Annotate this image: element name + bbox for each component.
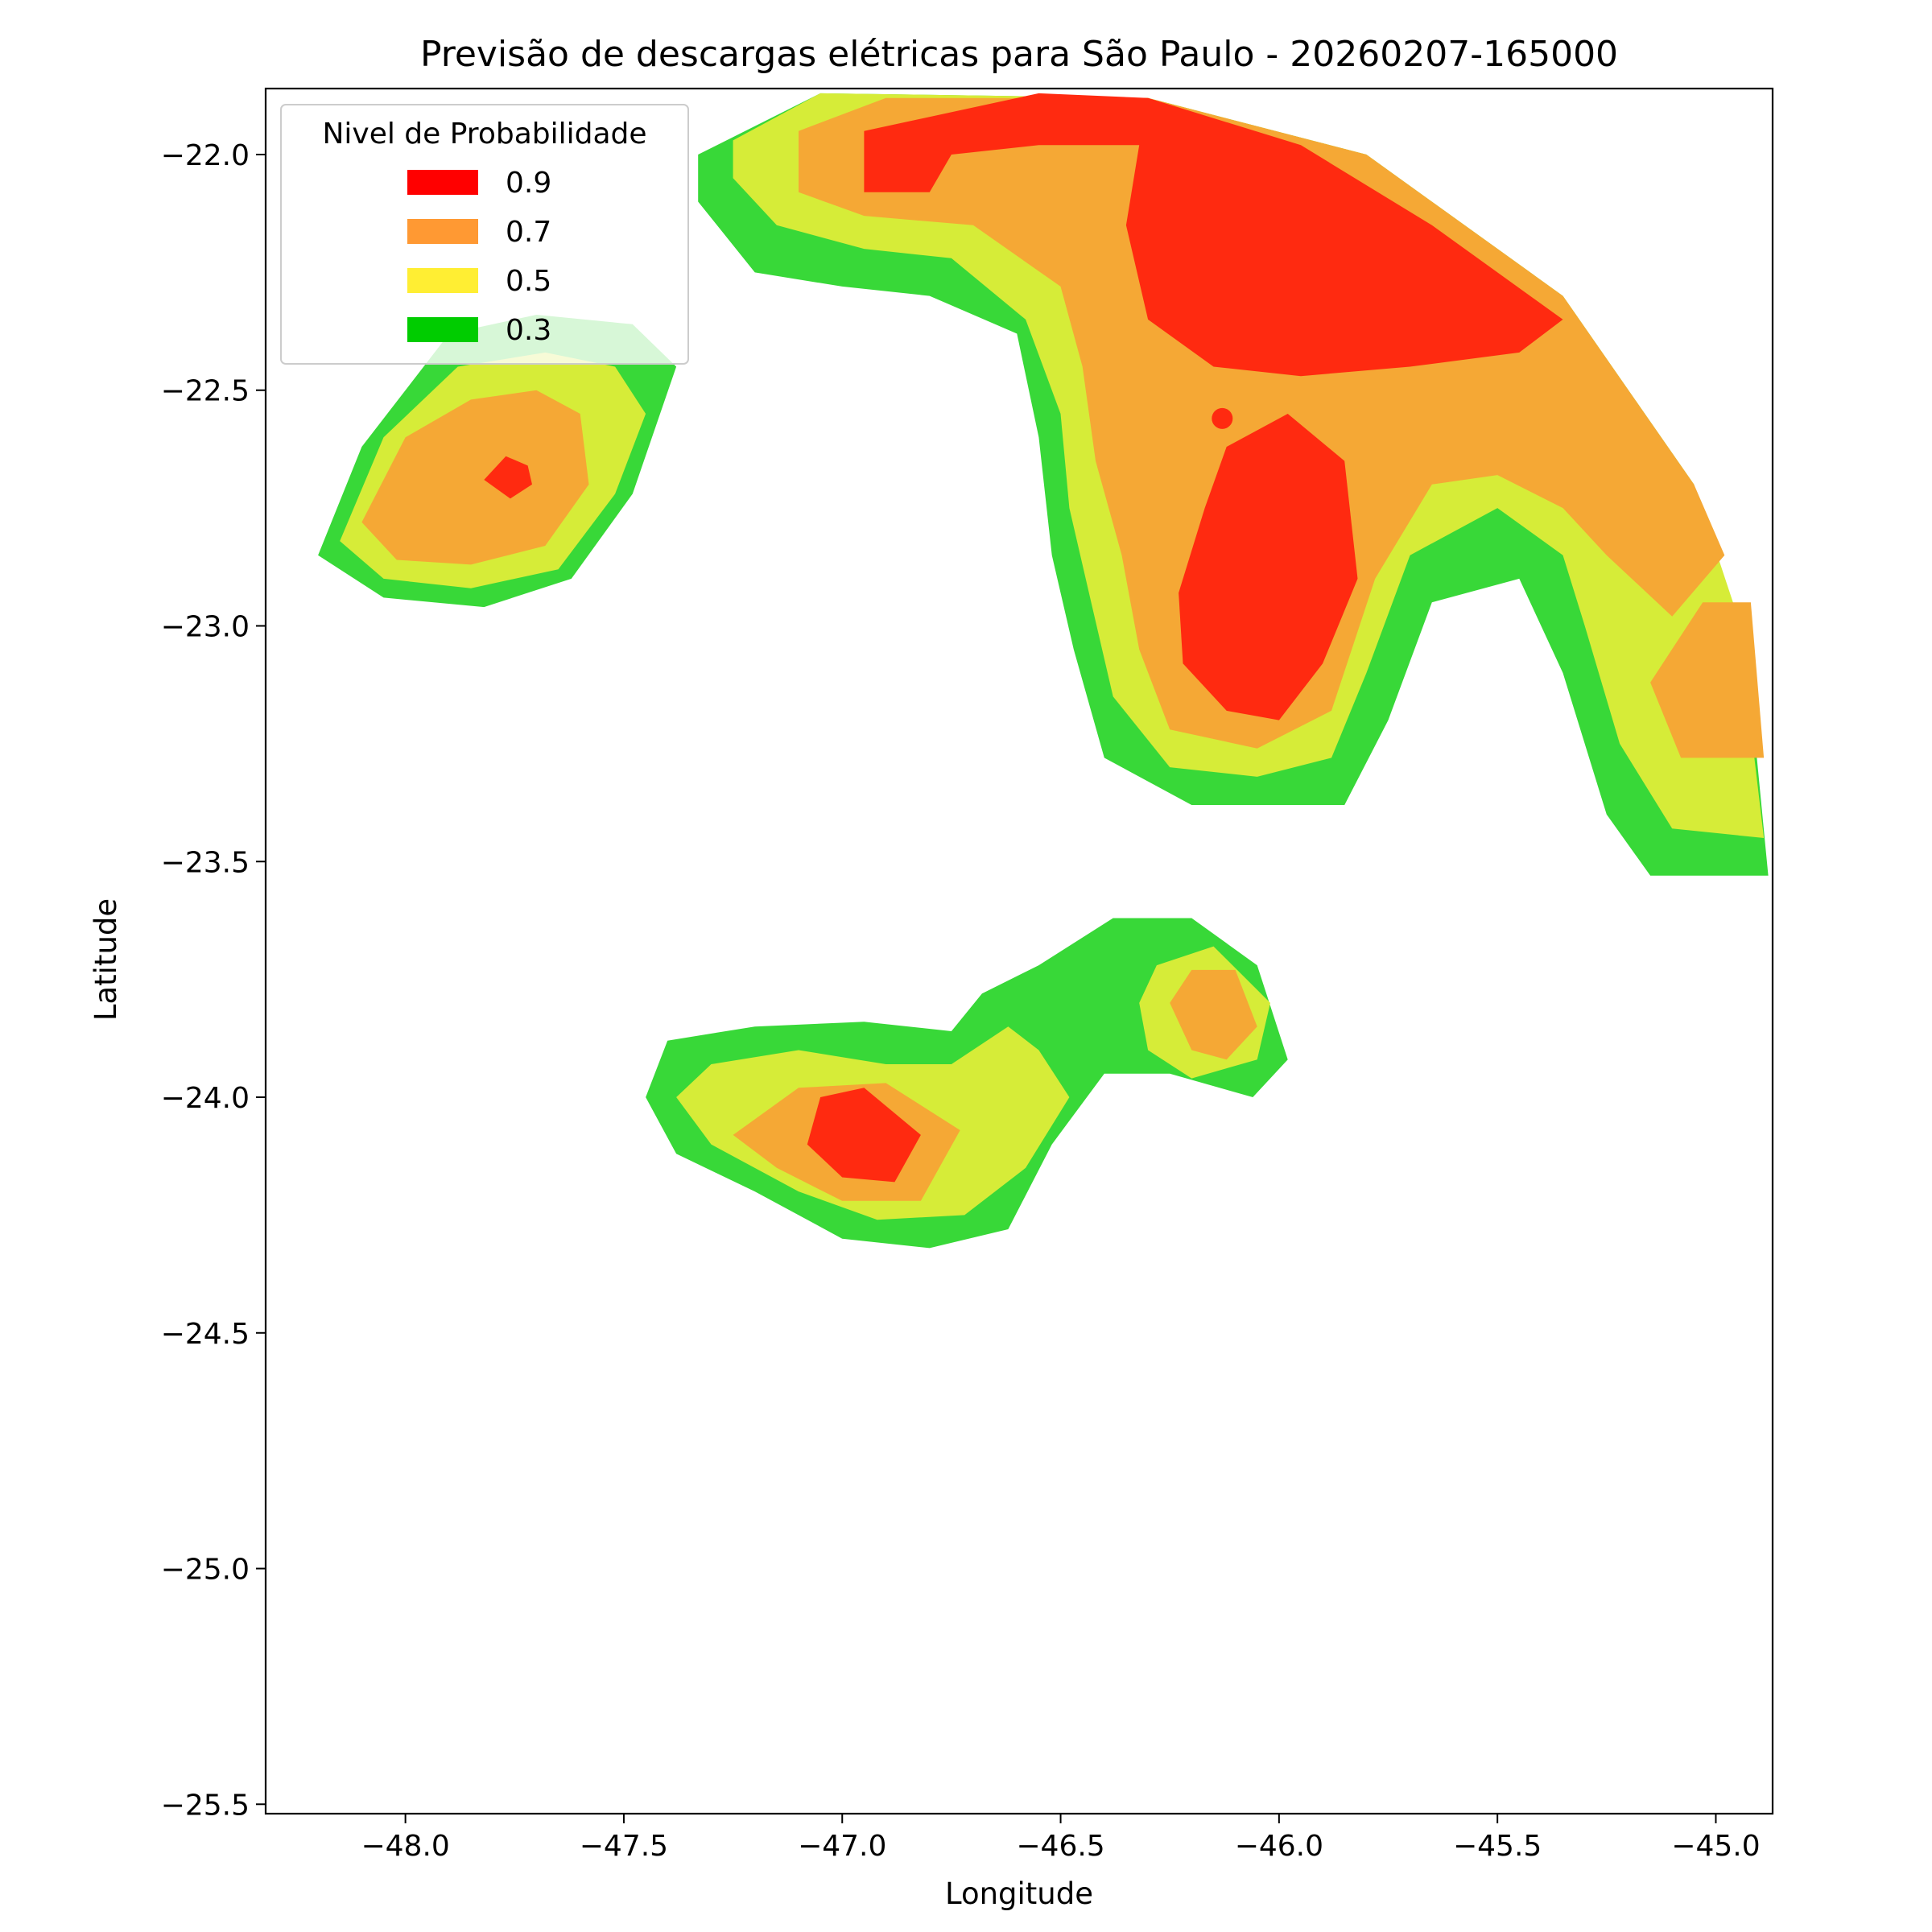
region-northern-cell-level-0-7 [799, 97, 1725, 749]
x-tick-label: −45.5 [1453, 1830, 1542, 1863]
x-axis-ticks: −48.0 −47.5 −47.0 −46.5 −46.0 −45.5 −45.0 [361, 1814, 1761, 1863]
chart-title: Previsão de descargas elétricas para São… [420, 34, 1618, 75]
x-tick-label: −46.0 [1235, 1830, 1323, 1863]
legend-entry-label: 0.5 [506, 265, 551, 298]
y-axis-label: Latitude [89, 898, 123, 1021]
x-tick-label: −47.5 [580, 1830, 668, 1863]
y-tick-label: −24.0 [161, 1082, 250, 1115]
legend-entry-label: 0.3 [506, 314, 551, 347]
legend-swatch [407, 170, 478, 195]
y-axis-ticks: −22.0 −22.5 −23.0 −23.5 −24.0 −24.5 −25.0 −25.5 [161, 139, 266, 1822]
x-tick-label: −45.0 [1671, 1830, 1760, 1863]
x-tick-label: −46.5 [1016, 1830, 1104, 1863]
station-marker [1212, 407, 1233, 429]
region-southern-cell-level-0-9 [807, 1088, 921, 1183]
x-axis-label: Longitude [945, 1876, 1093, 1911]
legend-entry-label: 0.7 [506, 216, 551, 249]
y-tick-label: −22.0 [161, 139, 250, 172]
legend-entry-label: 0.9 [506, 167, 551, 200]
legend-box [280, 104, 689, 365]
y-tick-label: −23.5 [161, 846, 250, 879]
legend-title: Nivel de Probabilidade [322, 118, 646, 151]
legend: Nivel de Probabilidade 0.9 0.7 0.5 0.3 [280, 104, 689, 365]
region-northwest-cell-level-0-7 [361, 390, 589, 565]
y-tick-label: −24.5 [161, 1318, 250, 1351]
y-tick-label: −22.5 [161, 375, 250, 408]
x-tick-label: −48.0 [361, 1830, 449, 1863]
region-northern-cell-level-0-9 [864, 93, 1563, 377]
legend-swatch [407, 219, 478, 244]
legend-swatch [407, 268, 478, 293]
region-northwest-cell-level-0-9 [484, 456, 532, 499]
x-tick-label: −47.0 [798, 1830, 886, 1863]
y-tick-label: −23.0 [161, 610, 250, 643]
y-tick-label: −25.5 [161, 1789, 250, 1822]
region-southern-cell-level-0-7 [1170, 969, 1257, 1060]
legend-swatch [407, 317, 478, 342]
region-eastern-edge-core-level-0-7 [1650, 602, 1765, 758]
region-central-core-level-0-9 [1179, 414, 1358, 720]
y-tick-label: −25.0 [161, 1554, 250, 1587]
axes-frame [264, 87, 1774, 1815]
plot-area [318, 93, 1769, 1249]
